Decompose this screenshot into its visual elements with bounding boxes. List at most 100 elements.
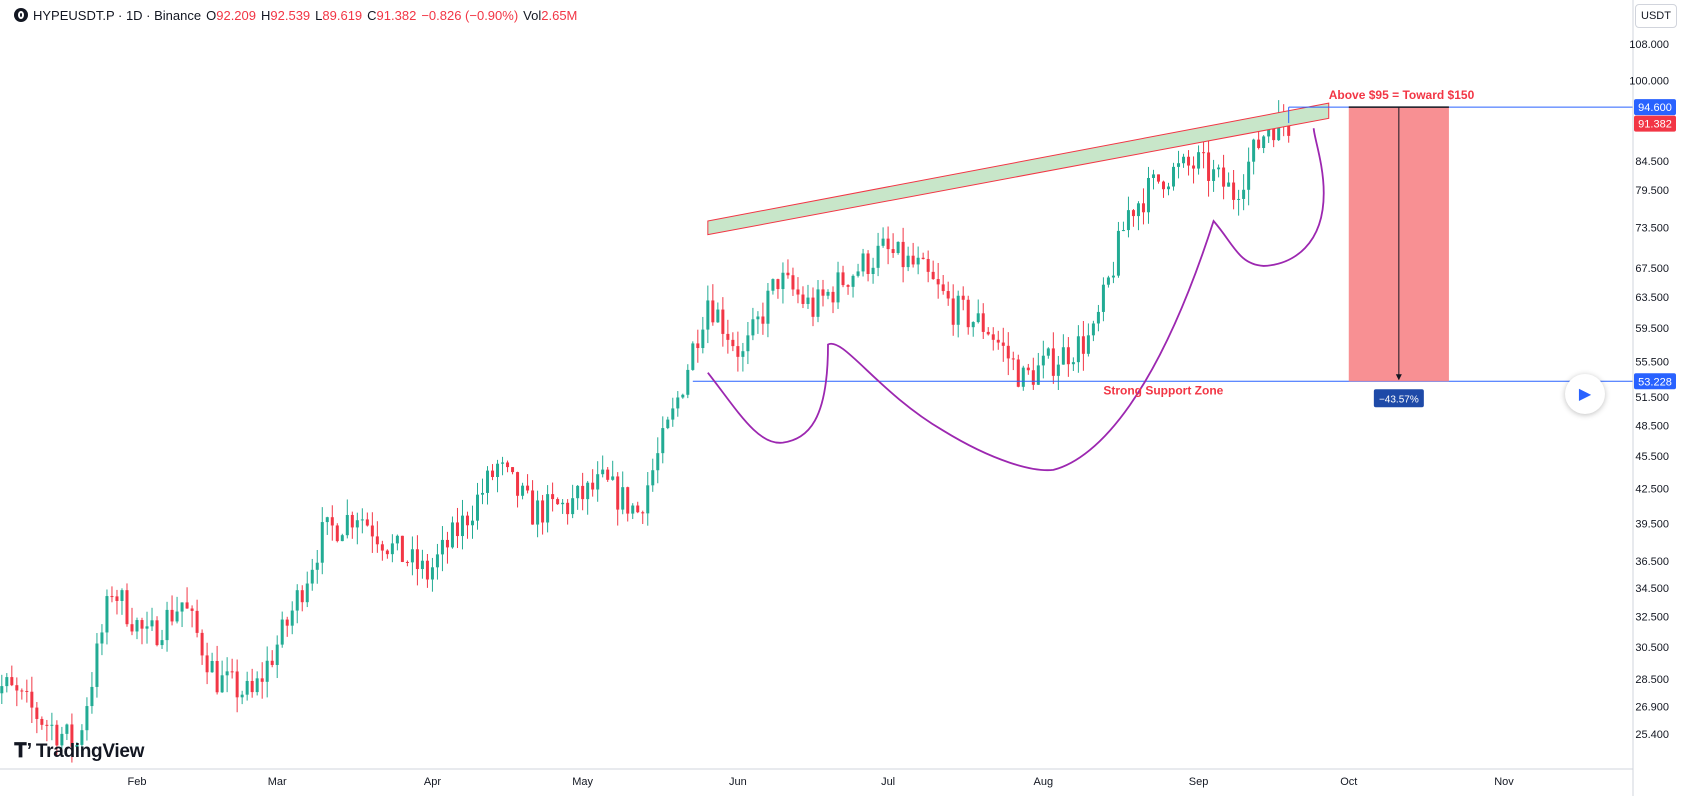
price-axis: 108.000 100.000 84.500 79.500 73.500 67.500 63… — [1629, 39, 1676, 741]
candle — [976, 299, 980, 324]
candle — [666, 416, 670, 430]
price-tick-label: 45.500 — [1635, 451, 1669, 463]
candle — [110, 586, 114, 603]
candle — [245, 671, 249, 701]
candle — [360, 508, 364, 534]
candle — [285, 616, 289, 637]
candle — [541, 494, 545, 535]
candle — [210, 652, 214, 673]
candle — [731, 332, 735, 352]
candle — [120, 588, 124, 615]
candle — [1141, 188, 1145, 225]
candle — [646, 472, 650, 526]
candlestick-series — [0, 100, 1291, 763]
price-tick-label: 30.500 — [1635, 642, 1669, 654]
candle — [475, 482, 479, 530]
candle — [215, 645, 219, 695]
candle — [1182, 153, 1186, 168]
candle — [836, 261, 840, 309]
candle — [1187, 150, 1191, 176]
low-label: L — [315, 7, 323, 23]
candle — [125, 583, 129, 627]
candle — [1006, 332, 1010, 376]
candle — [250, 668, 254, 698]
candle — [325, 516, 329, 535]
candle — [230, 658, 234, 679]
candle — [1031, 357, 1035, 390]
candle — [270, 650, 274, 668]
candle — [1056, 355, 1060, 391]
candle — [165, 601, 169, 652]
candle — [681, 393, 685, 399]
candle — [465, 511, 469, 539]
candle — [751, 307, 755, 341]
hype-coin-icon — [14, 8, 28, 22]
candle — [380, 540, 384, 561]
candle — [1116, 221, 1120, 278]
candle — [1131, 209, 1135, 227]
candle — [841, 265, 845, 288]
svg-text:91.382: 91.382 — [1638, 119, 1672, 131]
candle — [260, 662, 264, 699]
candle — [400, 535, 404, 563]
candle — [856, 263, 860, 278]
candle — [310, 558, 314, 591]
candle — [100, 624, 104, 656]
play-replay-button[interactable]: ▶ — [1565, 374, 1605, 414]
candle — [1081, 320, 1085, 371]
candle — [25, 679, 29, 703]
price-axis-badge: 91.382 — [1634, 115, 1676, 132]
resistance-channel[interactable] — [707, 102, 1330, 236]
candle — [816, 280, 820, 323]
candle — [926, 250, 930, 283]
inverse-head-shoulders-curve[interactable] — [707, 128, 1325, 472]
candle — [791, 267, 795, 296]
candle — [1101, 277, 1105, 322]
svg-text:−43.57%: −43.57% — [1379, 394, 1419, 405]
candle — [1197, 145, 1201, 175]
price-tick-label: 42.500 — [1635, 484, 1669, 496]
candle — [30, 676, 34, 723]
price-tick-label: 55.500 — [1635, 356, 1669, 368]
candle — [70, 713, 74, 763]
candle — [1021, 365, 1025, 391]
candle — [290, 601, 294, 635]
candle — [481, 478, 485, 505]
candle — [115, 589, 119, 615]
candle — [996, 330, 1000, 350]
candle — [806, 284, 810, 309]
candle — [335, 523, 339, 543]
candle — [516, 471, 520, 508]
candle — [10, 665, 14, 687]
candle — [811, 287, 815, 327]
candle — [1217, 164, 1221, 178]
candle — [1076, 325, 1080, 373]
candle — [511, 467, 515, 475]
symbol-label[interactable]: HYPEUSDT.P · 1D · Binance — [33, 7, 202, 23]
candle — [415, 535, 419, 586]
candle — [521, 482, 525, 500]
candle — [546, 485, 550, 533]
candle — [936, 262, 940, 299]
candle — [440, 526, 444, 572]
candle — [225, 657, 229, 693]
currency-unit-button[interactable]: USDT — [1635, 4, 1677, 28]
candle — [786, 259, 790, 279]
candle — [881, 227, 885, 248]
candle — [631, 503, 635, 520]
candle — [445, 531, 449, 564]
candle — [846, 284, 850, 295]
candle — [175, 596, 179, 624]
candle — [986, 327, 990, 336]
candle — [425, 553, 429, 588]
candle — [20, 688, 24, 700]
candle — [706, 285, 710, 344]
candle — [60, 726, 64, 749]
candle — [871, 257, 875, 284]
price-tick-label: 108.000 — [1629, 39, 1669, 51]
candle — [686, 364, 690, 399]
candle — [701, 316, 705, 354]
candle — [866, 250, 870, 282]
candle — [531, 480, 535, 525]
